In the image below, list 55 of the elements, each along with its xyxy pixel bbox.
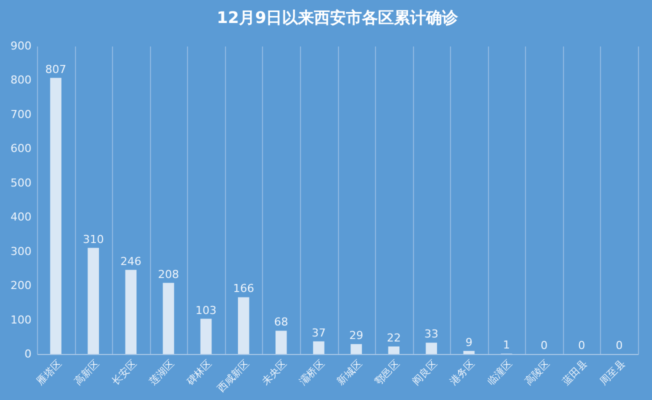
y-tick-label: 200 — [10, 279, 32, 292]
x-tick-label: 新城区 — [334, 358, 365, 388]
bar — [125, 270, 137, 354]
data-label: 807 — [45, 62, 66, 76]
x-tick-label: 碑林区 — [184, 358, 214, 388]
x-tick-label: 周至县 — [598, 358, 628, 388]
x-tick-label: 鄠邑区 — [373, 358, 402, 388]
bar — [426, 342, 438, 354]
data-label: 9 — [465, 336, 472, 349]
x-tick-label: 临潼区 — [485, 358, 515, 388]
x-tick-label: 高陵区 — [522, 358, 552, 388]
y-tick-label: 700 — [10, 108, 32, 121]
data-label: 22 — [386, 331, 401, 344]
x-tick-label: 蓝田县 — [560, 358, 590, 388]
bar — [162, 282, 174, 354]
x-tick-label: 港务区 — [448, 358, 478, 388]
data-label: 37 — [312, 326, 326, 340]
bar — [200, 318, 212, 354]
data-label: 0 — [616, 339, 623, 352]
y-tick-label: 500 — [10, 176, 32, 190]
y-tick-label: 100 — [10, 313, 32, 326]
data-label: 310 — [82, 232, 104, 246]
chart-title: 12月9日以来西安市各区累计确诊 — [216, 8, 460, 27]
bar — [276, 330, 287, 354]
data-label: 0 — [578, 339, 586, 352]
x-tick-label: 莲湖区 — [147, 358, 177, 388]
y-tick-label: 600 — [10, 142, 32, 156]
y-tick-label: 300 — [10, 244, 32, 258]
bar — [463, 350, 475, 354]
data-label: 0 — [540, 339, 548, 352]
x-tick-label: 雁塔区 — [34, 358, 64, 388]
data-label: 1 — [503, 338, 510, 352]
y-tick-label: 0 — [24, 348, 32, 360]
x-tick-label: 阎良区 — [410, 358, 440, 388]
bar — [238, 297, 250, 354]
x-tick-label: 西咸新区 — [215, 358, 252, 395]
bar — [388, 346, 400, 354]
data-label: 29 — [349, 329, 364, 342]
data-label: 68 — [274, 316, 288, 329]
data-label: 246 — [120, 254, 142, 268]
bar — [313, 341, 324, 354]
x-tick-label: 未央区 — [260, 358, 290, 388]
y-tick-label: 900 — [10, 40, 32, 52]
data-label: 166 — [233, 282, 254, 296]
x-tick-label: 长安区 — [109, 358, 140, 388]
data-label: 103 — [196, 304, 217, 317]
bar — [50, 78, 62, 354]
data-label: 208 — [158, 268, 179, 281]
x-tick-label: 高新区 — [72, 358, 102, 388]
bar — [88, 248, 99, 354]
bar — [350, 344, 362, 354]
y-tick-label: 400 — [10, 210, 32, 224]
data-label: 33 — [424, 328, 438, 341]
y-tick-label: 800 — [10, 74, 32, 87]
x-tick-label: 灞桥区 — [297, 358, 327, 388]
